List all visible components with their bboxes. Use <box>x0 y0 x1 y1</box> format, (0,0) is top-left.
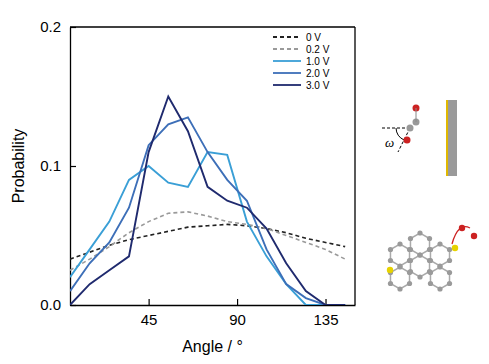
legend-swatch <box>273 36 301 38</box>
plot-area: 45 90 135 0.0 0.1 0.2 0 V0.2 V1.0 V2.0 V3.0 V <box>40 18 355 327</box>
x-tick-label: 135 <box>314 311 339 328</box>
x-tick-label: 90 <box>229 311 246 328</box>
ring <box>390 267 409 289</box>
legend-swatch <box>273 60 301 62</box>
atom <box>417 274 422 279</box>
atom <box>437 263 442 268</box>
legend-item: 0.2 V <box>273 44 330 55</box>
series-line <box>70 152 345 305</box>
atom <box>417 252 422 257</box>
legend-swatch <box>273 84 301 86</box>
legend-swatch <box>273 72 301 74</box>
x-axis-title: Angle / ° <box>182 338 243 355</box>
angle-arc <box>396 128 404 140</box>
legend: 0 V0.2 V1.0 V2.0 V3.0 V <box>273 32 330 91</box>
atom <box>408 236 413 241</box>
schematic-orientation <box>382 100 457 176</box>
legend-label: 2.0 V <box>306 68 330 79</box>
atom <box>408 247 413 252</box>
legend-item: 0 V <box>273 32 321 43</box>
y-axis-title: Probability <box>10 129 27 204</box>
legend-item: 3.0 V <box>273 80 330 91</box>
ring <box>410 233 429 255</box>
legend-label: 0 V <box>306 32 321 43</box>
surface <box>448 100 457 176</box>
x-tick: 135 <box>314 299 339 328</box>
atom <box>447 247 452 252</box>
y-tick-label: 0.1 <box>40 157 61 174</box>
x-axis-line <box>71 305 356 306</box>
atom <box>427 258 432 263</box>
legend-item: 1.0 V <box>273 56 330 67</box>
legend-swatch <box>273 48 301 50</box>
atom <box>471 233 477 239</box>
frame-right <box>354 27 355 305</box>
atom <box>447 281 452 286</box>
atom <box>397 286 402 291</box>
atom <box>427 247 432 252</box>
atom <box>428 281 433 286</box>
frame-top <box>70 26 355 27</box>
atom <box>428 258 433 263</box>
legend-label: 0.2 V <box>306 44 330 55</box>
legend-label: 1.0 V <box>306 56 330 67</box>
x-tick-mark <box>149 299 150 305</box>
atom <box>447 270 452 275</box>
legend-label: 3.0 V <box>306 80 330 91</box>
atom <box>407 270 412 275</box>
atom <box>427 269 432 274</box>
atom <box>437 286 442 291</box>
atom <box>397 263 402 268</box>
atom <box>407 281 412 286</box>
axis-line <box>398 128 410 152</box>
series-line <box>70 117 345 305</box>
atom <box>397 241 402 246</box>
y-tick-label: 0.2 <box>40 18 61 35</box>
ring <box>390 244 409 266</box>
y-tick-mark <box>70 166 76 167</box>
atom <box>407 258 412 263</box>
atom <box>397 264 402 269</box>
series-line <box>70 212 345 270</box>
annotation: ω <box>385 135 394 150</box>
atom <box>408 258 413 263</box>
atom <box>407 125 414 132</box>
ring <box>410 255 429 277</box>
series-line <box>70 97 345 306</box>
atom <box>388 281 393 286</box>
arrow <box>452 227 470 244</box>
x-tick-label: 45 <box>141 311 158 328</box>
ring <box>430 267 449 289</box>
series-group <box>70 97 345 306</box>
atom <box>388 258 393 263</box>
atom <box>428 270 433 275</box>
schematic-molecule <box>387 225 477 292</box>
y-tick-label: 0.0 <box>40 296 61 313</box>
x-tick: 90 <box>229 299 246 328</box>
atom <box>388 247 393 252</box>
atom <box>404 137 411 144</box>
atom <box>417 230 422 235</box>
y-tick-mark <box>70 305 76 306</box>
atom <box>447 258 452 263</box>
bond <box>416 108 417 122</box>
x-tick-mark <box>237 299 238 305</box>
atom <box>417 252 422 257</box>
x-tick: 45 <box>141 299 158 328</box>
atom <box>408 269 413 274</box>
ring <box>430 244 449 266</box>
atom <box>427 236 432 241</box>
atom <box>452 245 458 251</box>
atom <box>407 247 412 252</box>
atom <box>437 264 442 269</box>
y-tick: 0.1 <box>40 157 76 174</box>
atom <box>428 247 433 252</box>
legend-item: 2.0 V <box>273 68 330 79</box>
surface-edge <box>446 100 448 176</box>
chart: 45 90 135 0.0 0.1 0.2 0 V0.2 V1.0 V2.0 V3.0 V A… <box>0 0 489 364</box>
atom <box>387 267 393 273</box>
atom <box>437 241 442 246</box>
x-axis: 45 90 135 <box>71 299 356 328</box>
